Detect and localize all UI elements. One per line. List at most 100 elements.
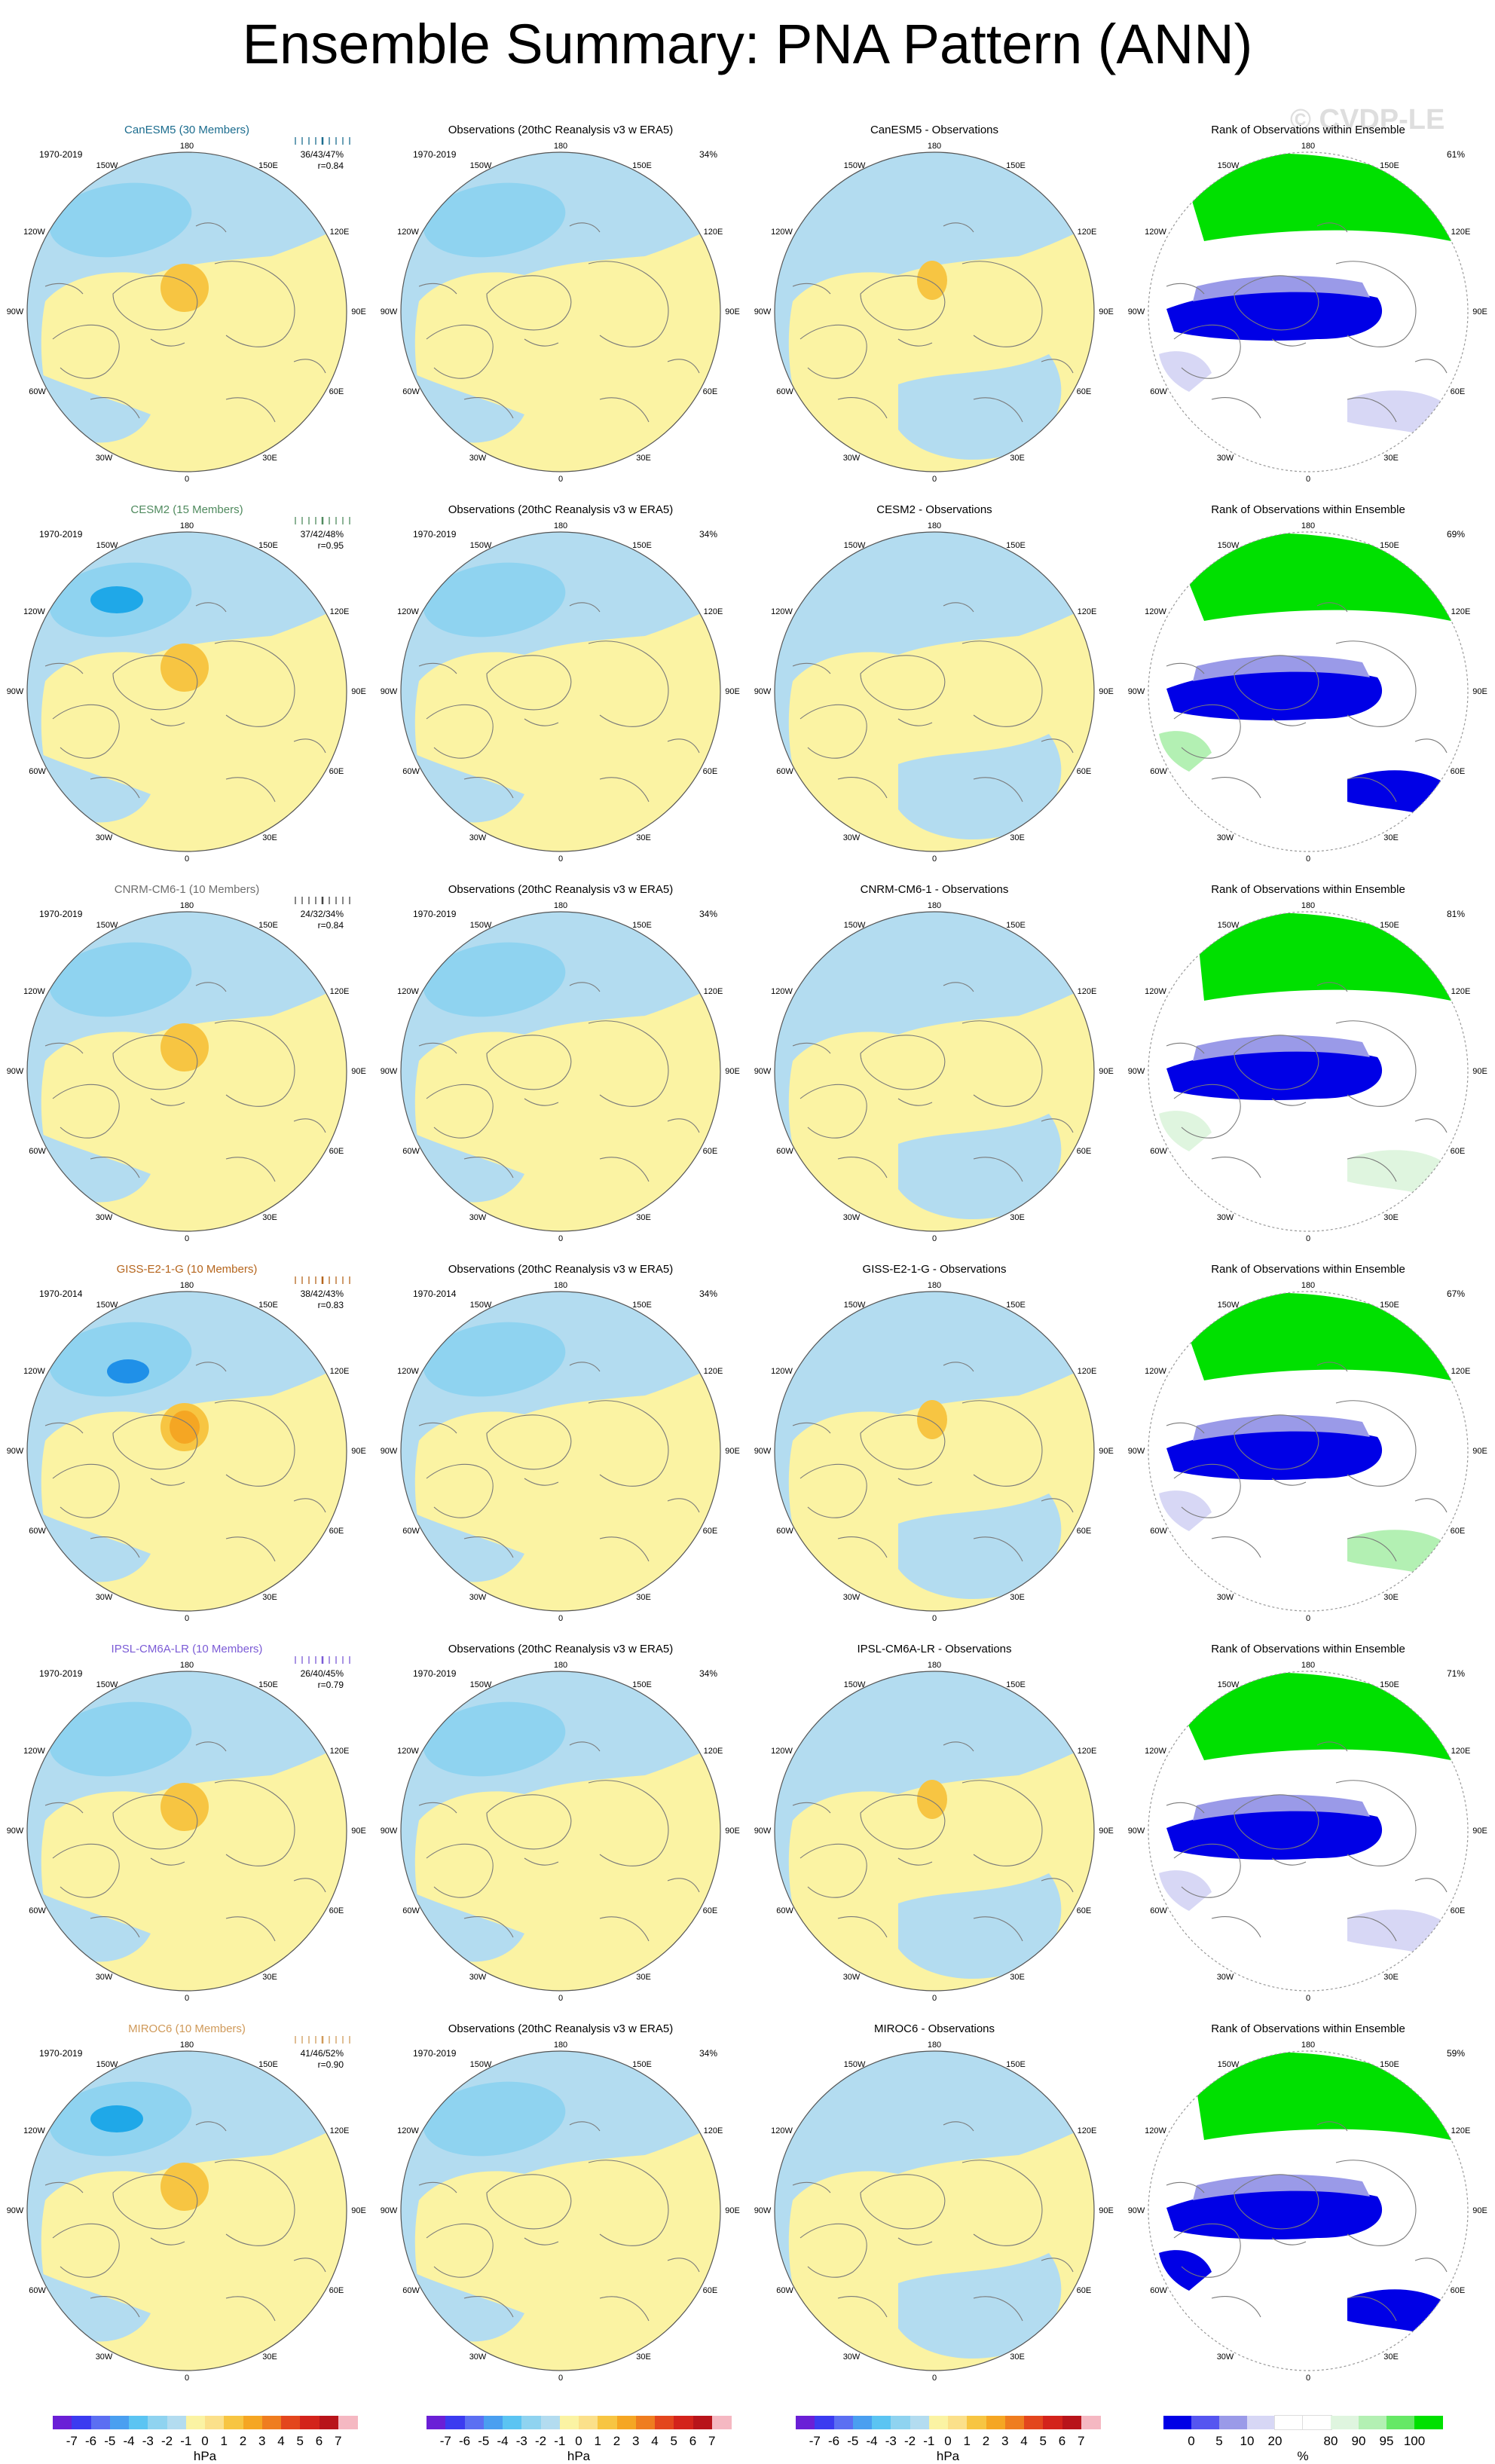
polar-map — [1148, 2050, 1469, 2371]
degree-label-left: 90W — [6, 307, 24, 316]
member-spread-ticks — [291, 136, 359, 146]
degree-label-bottom: 0 — [184, 1234, 190, 1243]
degree-label-top: 180 — [179, 2041, 194, 2050]
degree-label-right: 90E — [1099, 307, 1114, 316]
degree-label-ul: 150W — [469, 160, 492, 170]
degree-label-left: 90W — [754, 307, 772, 316]
colorbar-swatch — [109, 2416, 130, 2429]
degree-label-lr: 30E — [636, 1973, 651, 1983]
period-label: 1970-2019 — [413, 909, 457, 919]
degree-label-top: 180 — [179, 142, 194, 151]
degree-label-ml_dn: 60W — [29, 767, 46, 776]
negative-anomaly-diff — [898, 2253, 1062, 2359]
colorbar-tick: 1 — [220, 2434, 228, 2448]
degree-label-ll: 30W — [95, 454, 113, 463]
degree-label-ml_dn: 60W — [29, 387, 46, 396]
colorbar-tick: -1 — [923, 2434, 935, 2448]
polar-map — [26, 2050, 347, 2371]
degree-label-top: 180 — [553, 2041, 568, 2050]
coastline — [44, 222, 326, 423]
degree-label-left: 90W — [380, 1447, 398, 1456]
panel-title: Rank of Observations within Ensemble — [1211, 124, 1405, 136]
degree-label-bottom: 0 — [931, 1234, 937, 1243]
rank-pct-label: 61% — [1446, 149, 1465, 160]
degree-label-ur: 150E — [632, 160, 652, 170]
degree-label-right: 90E — [351, 1827, 366, 1836]
degree-label-ur: 150E — [1006, 2059, 1026, 2069]
colorbar-tick: -4 — [497, 2434, 509, 2448]
degree-label-ll: 30W — [469, 1593, 487, 1603]
degree-label-ml_dn: 60W — [1150, 1906, 1167, 1915]
polar-map — [400, 151, 721, 472]
stats-label: 26/40/45% — [300, 1668, 344, 1679]
polar-map — [26, 151, 347, 472]
degree-label-lr: 30E — [262, 454, 277, 463]
polar-map — [774, 531, 1095, 852]
degree-label-ll: 30W — [1216, 1973, 1234, 1983]
colorbar-tick: 90 — [1351, 2434, 1366, 2448]
degree-label-mr_dn: 60E — [1450, 387, 1466, 396]
coastline — [418, 222, 700, 423]
degree-label-ml_dn: 60W — [1150, 2286, 1167, 2295]
colorbar-swatch — [598, 2416, 617, 2429]
colorbar-swatch — [910, 2416, 930, 2429]
colorbar-swatch — [872, 2416, 891, 2429]
degree-label-top: 180 — [553, 1661, 568, 1670]
degree-label-mr_up: 120E — [1451, 987, 1471, 996]
correlation-label: r=0.84 — [317, 920, 344, 931]
colorbar-unit: hPa — [936, 2449, 960, 2463]
colorbar-swatch — [1163, 2416, 1192, 2429]
pct-label: 34% — [699, 909, 717, 919]
degree-label-top: 180 — [1301, 2041, 1316, 2050]
colorbar-swatch — [1004, 2416, 1025, 2429]
degree-label-ml_up: 120W — [1145, 228, 1166, 237]
member-spread-ticks — [291, 1655, 359, 1665]
degree-label-ur: 150E — [1006, 920, 1026, 930]
colorbar-tick: 0 — [1188, 2434, 1195, 2448]
degree-label-bottom: 0 — [1305, 1994, 1311, 2003]
degree-label-lr: 30E — [636, 1593, 651, 1603]
coastline — [792, 222, 1074, 423]
degree-label-mr_dn: 60E — [1076, 387, 1092, 396]
colorbar-swatch — [1359, 2416, 1387, 2429]
degree-label-lr: 30E — [1010, 1593, 1025, 1603]
rank-low-region — [1166, 1808, 1383, 1860]
degree-label-ll: 30W — [842, 833, 861, 843]
colorbar-tick: -3 — [885, 2434, 897, 2448]
degree-label-ml_dn: 60W — [776, 1906, 793, 1915]
colorbar-tick: 5 — [296, 2434, 304, 2448]
colorbar-swatch — [205, 2416, 225, 2429]
degree-label-ur: 150E — [1380, 1680, 1399, 1689]
colorbar-tick: -6 — [827, 2434, 840, 2448]
rank-pct-label: 59% — [1446, 2048, 1465, 2059]
colorbar-tick: 95 — [1379, 2434, 1394, 2448]
coastline — [1166, 1362, 1448, 1562]
degree-label-ml_up: 120W — [397, 1747, 419, 1756]
colorbar-tick: 4 — [1020, 2434, 1028, 2448]
degree-label-ur: 150E — [632, 1300, 652, 1310]
degree-label-ml_up: 120W — [23, 228, 45, 237]
panel-title: Observations (20thC Reanalysis v3 w ERA5… — [448, 1643, 674, 1655]
degree-label-ml_up: 120W — [1145, 2126, 1166, 2135]
degree-label-right: 90E — [1099, 1827, 1114, 1836]
degree-label-ml_dn: 60W — [1150, 1147, 1167, 1156]
rank-mid-low-region — [1193, 1035, 1370, 1061]
degree-label-ur: 150E — [1380, 920, 1399, 930]
colorbar-swatch — [426, 2416, 446, 2429]
colorbar-swatch — [185, 2416, 206, 2429]
coastline — [418, 2121, 700, 2322]
canada-high-diff — [917, 261, 947, 300]
colorbar-swatch — [540, 2416, 561, 2429]
negative-anomaly-diff — [898, 1873, 1062, 1979]
degree-label-ml_dn: 60W — [402, 1147, 420, 1156]
colorbar-swatch — [833, 2416, 854, 2429]
degree-label-lr: 30E — [636, 454, 651, 463]
map-boundary — [774, 2050, 1095, 2371]
colorbar-tick: 100 — [1403, 2434, 1426, 2448]
degree-label-right: 90E — [1472, 1067, 1487, 1076]
negative-anomaly-diff — [898, 1114, 1062, 1219]
panel-title: MIROC6 - Observations — [873, 2022, 995, 2035]
degree-label-left: 90W — [754, 1447, 772, 1456]
stats-label: 24/32/34% — [300, 909, 344, 919]
